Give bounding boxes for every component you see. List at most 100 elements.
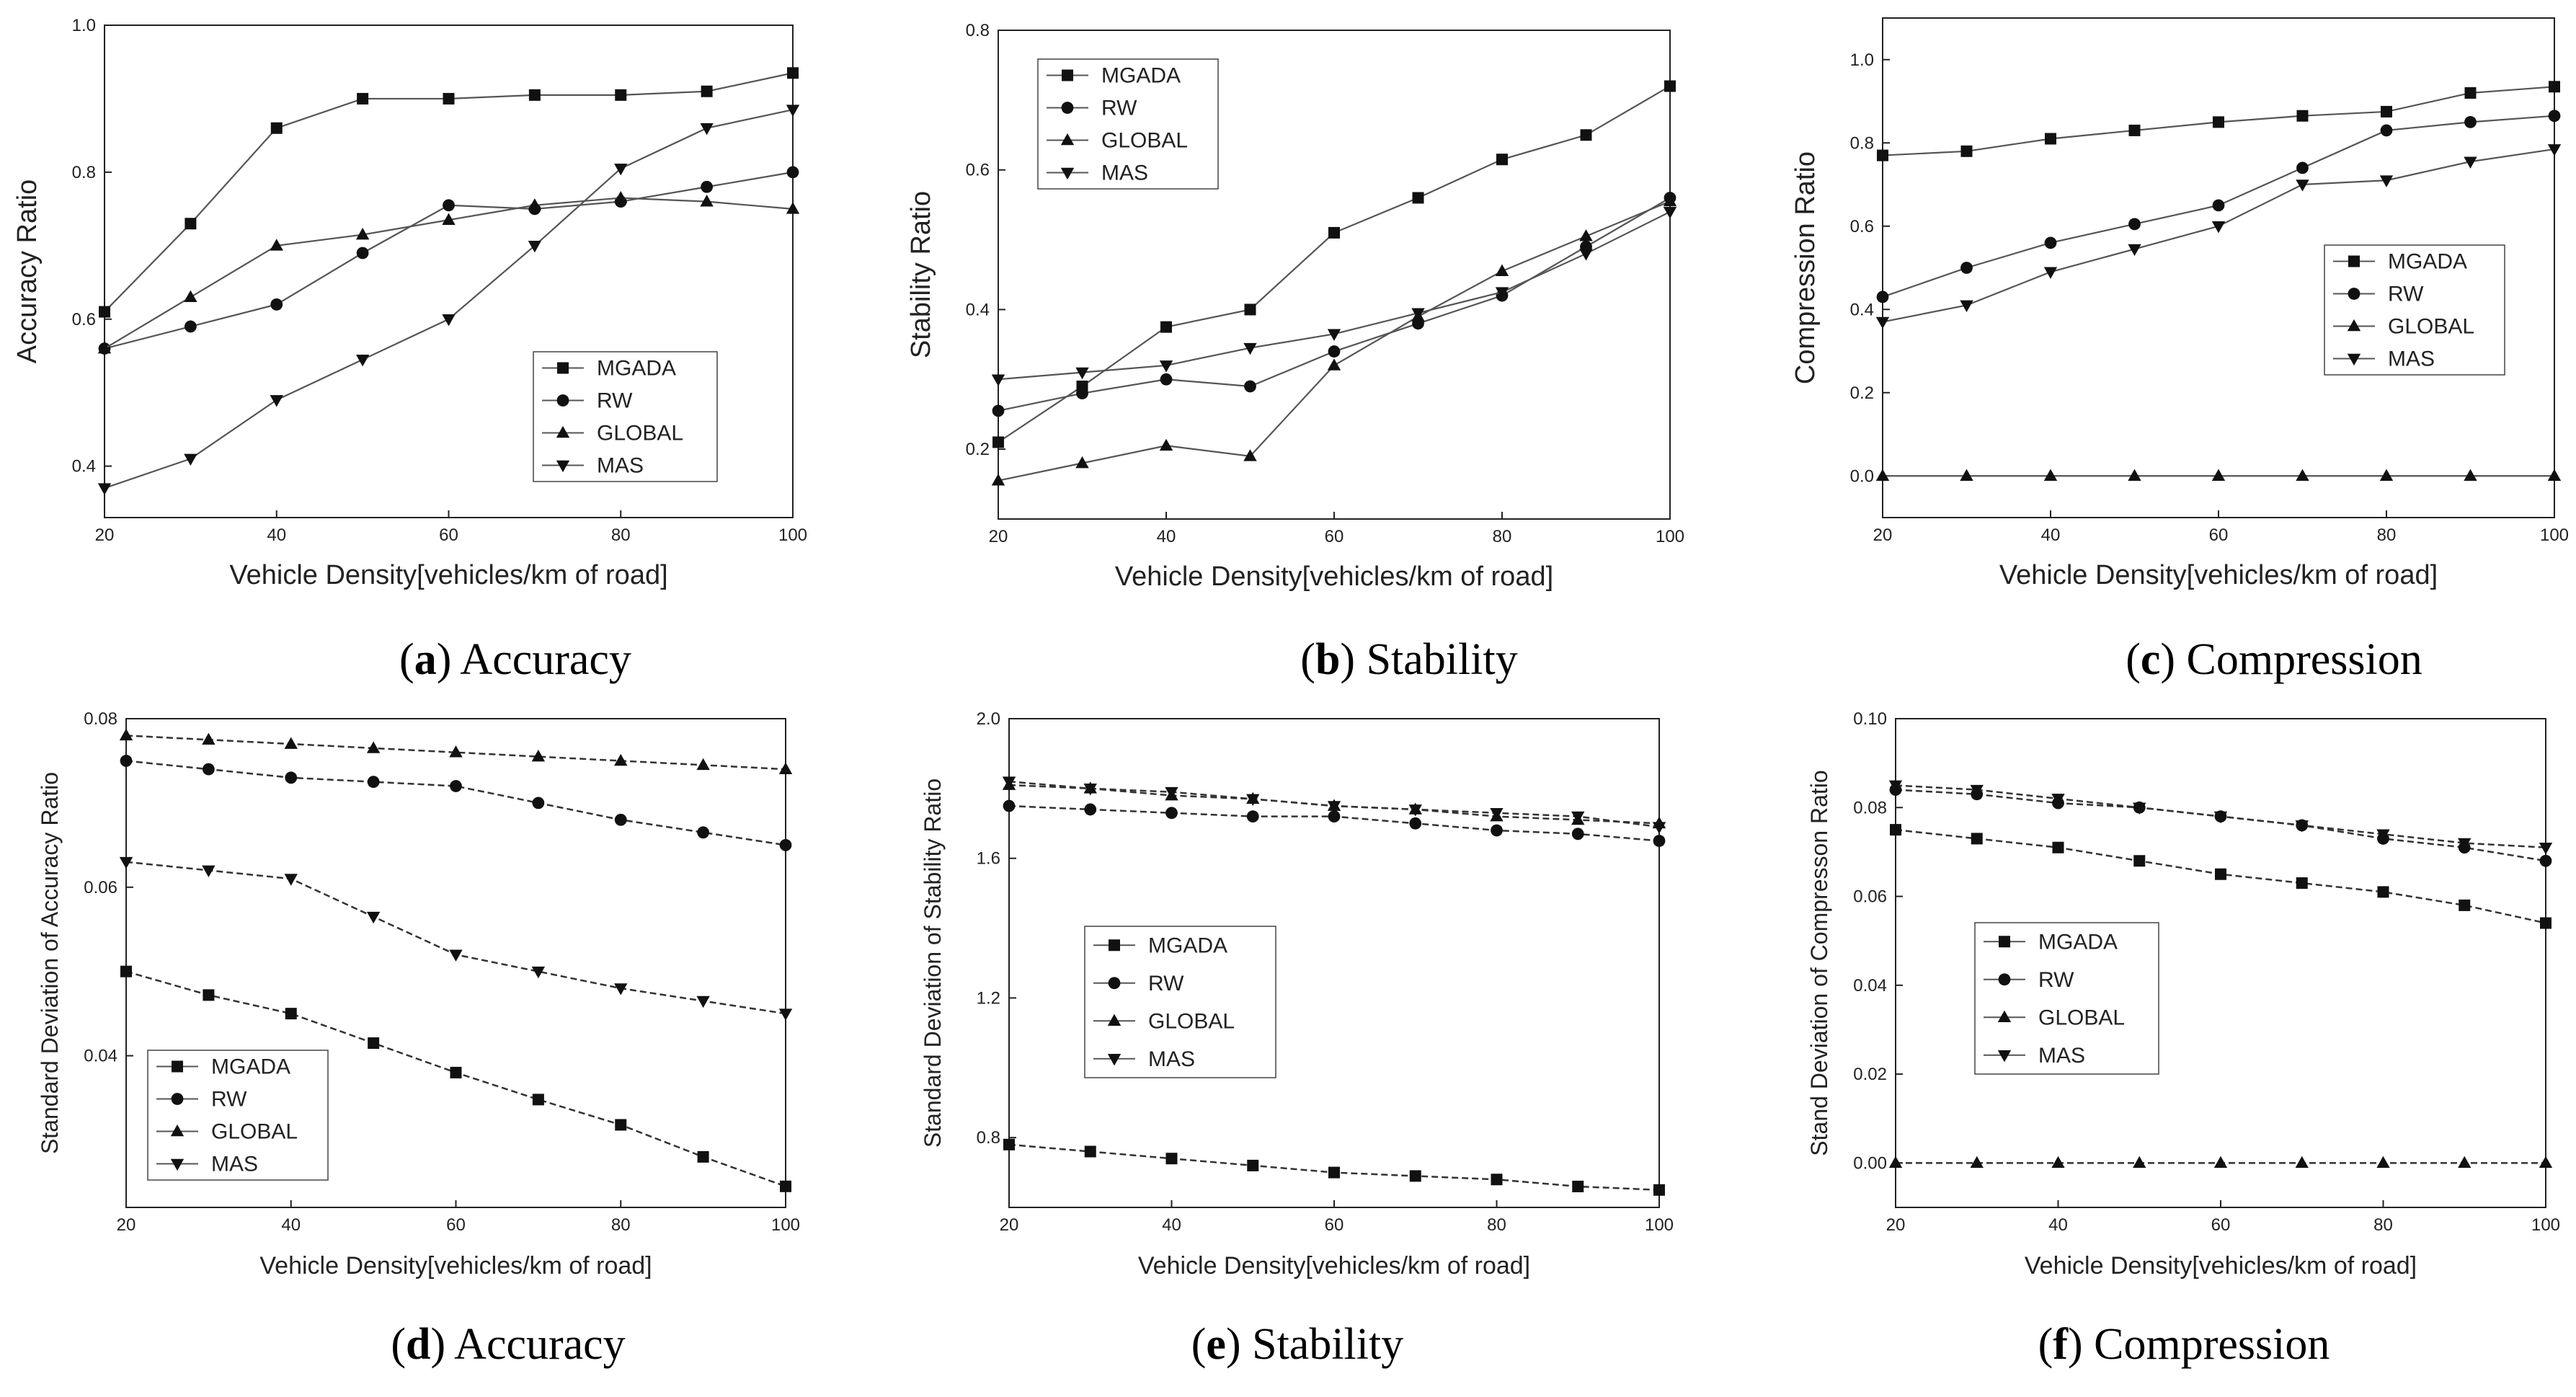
data-point [1960, 145, 1973, 157]
series-mas [1875, 144, 2562, 329]
x-tick-label: 100 [2531, 1215, 2560, 1235]
x-axis-label: Vehicle Density[vehicles/km of road] [1138, 1252, 1530, 1280]
x-tick-label: 100 [2540, 525, 2569, 545]
y-tick-label: 0.6 [1850, 217, 1874, 236]
data-point [1327, 358, 1341, 371]
data-point [367, 776, 380, 789]
data-point [270, 298, 283, 311]
legend-marker [556, 425, 570, 438]
data-point [528, 198, 542, 210]
data-point [442, 314, 456, 327]
legend-label: GLOBAL [211, 1120, 298, 1144]
data-point [614, 163, 628, 176]
data-point [1159, 438, 1173, 451]
data-point [1328, 1166, 1340, 1179]
data-point [778, 1008, 793, 1021]
x-tick-label: 40 [281, 1215, 301, 1235]
data-point [1328, 810, 1341, 822]
series-mgada [1877, 81, 2560, 161]
legend-marker [2347, 353, 2361, 366]
data-point [2381, 105, 2392, 117]
data-point [2458, 838, 2471, 851]
data-point [2043, 469, 2058, 482]
data-point [355, 355, 370, 367]
data-point [2051, 794, 2065, 806]
legend-label: GLOBAL [1148, 1009, 1235, 1033]
series-mas [1002, 776, 1666, 834]
data-point [1971, 833, 1983, 845]
x-tick-label: 60 [439, 525, 458, 545]
series-global [1875, 469, 2562, 482]
legend-label: MAS [1101, 161, 1148, 185]
data-point [2212, 199, 2225, 212]
data-point [1409, 1170, 1421, 1182]
y-tick-label: 0.8 [72, 163, 96, 182]
data-point [2128, 218, 2141, 231]
y-tick-label: 0.00 [1853, 1153, 1887, 1173]
series-mas [97, 105, 800, 495]
data-point [2133, 855, 2146, 867]
data-point [2213, 1156, 2228, 1168]
data-point [1571, 811, 1585, 824]
series-rw [120, 755, 792, 851]
data-point [1663, 194, 1677, 207]
data-point [1496, 154, 1508, 166]
legend: MGADA RW GLOBAL MAS [147, 1050, 329, 1181]
legend-label: MGADA [2388, 250, 2467, 274]
x-tick-label: 40 [2041, 525, 2061, 545]
y-tick-label: 0.04 [84, 1047, 117, 1066]
data-point [2045, 133, 2056, 145]
data-point [2128, 244, 2141, 257]
data-point [531, 966, 546, 979]
chart-panel-b: 20 40 60 80 100 0.2 0.4 0.6 0.8 Vehicle Density[v… [906, 21, 1684, 684]
legend-box [1084, 926, 1276, 1078]
y-tick-label: 0.02 [1853, 1065, 1887, 1084]
data-point [1490, 807, 1504, 820]
legend-label: RW [211, 1088, 247, 1112]
data-point [1888, 1156, 1903, 1168]
x-axis-label: Vehicle Density[vehicles/km of road] [1999, 560, 2438, 590]
legend-label: GLOBAL [2038, 1006, 2125, 1029]
data-point [992, 404, 1005, 417]
data-point [1084, 803, 1097, 816]
y-tick-label: 0.4 [966, 300, 990, 319]
legend-marker [170, 1158, 185, 1171]
data-point [2128, 124, 2141, 136]
data-point [442, 213, 456, 225]
x-tick-label: 40 [2048, 1215, 2068, 1235]
y-tick-label: 1.6 [977, 849, 1000, 869]
data-point [696, 995, 710, 1008]
data-point [1970, 784, 1984, 797]
legend-label: MAS [597, 454, 644, 478]
legend-label: MAS [2388, 347, 2435, 371]
data-point [2547, 144, 2562, 156]
data-point [2539, 854, 2552, 867]
legend-marker [1108, 977, 1121, 990]
data-point [786, 105, 800, 117]
data-point [285, 771, 298, 784]
data-point [1160, 373, 1173, 386]
data-point [1003, 799, 1016, 812]
legend-marker [170, 1124, 185, 1137]
data-point [2464, 469, 2477, 482]
series-global [97, 190, 800, 354]
series-mas [1888, 780, 2553, 855]
data-point [778, 762, 793, 774]
panel-caption: (c) Compression [2126, 635, 2422, 684]
panel-caption: (a) Accuracy [399, 635, 631, 684]
legend-label: RW [1101, 97, 1137, 120]
data-point [1002, 776, 1016, 789]
panel-caption: (e) Stability [1191, 1320, 1403, 1369]
data-point [1076, 387, 1088, 400]
data-point [285, 1008, 297, 1020]
data-point [2464, 156, 2477, 169]
data-point [2052, 841, 2064, 853]
data-point [203, 989, 215, 1001]
panel-caption: (f) Compression [2038, 1320, 2330, 1369]
data-point [1579, 249, 1593, 261]
data-point [1244, 380, 1256, 393]
data-point [701, 85, 713, 97]
data-point [779, 838, 792, 851]
legend-marker [557, 362, 569, 374]
series-line [125, 760, 786, 846]
